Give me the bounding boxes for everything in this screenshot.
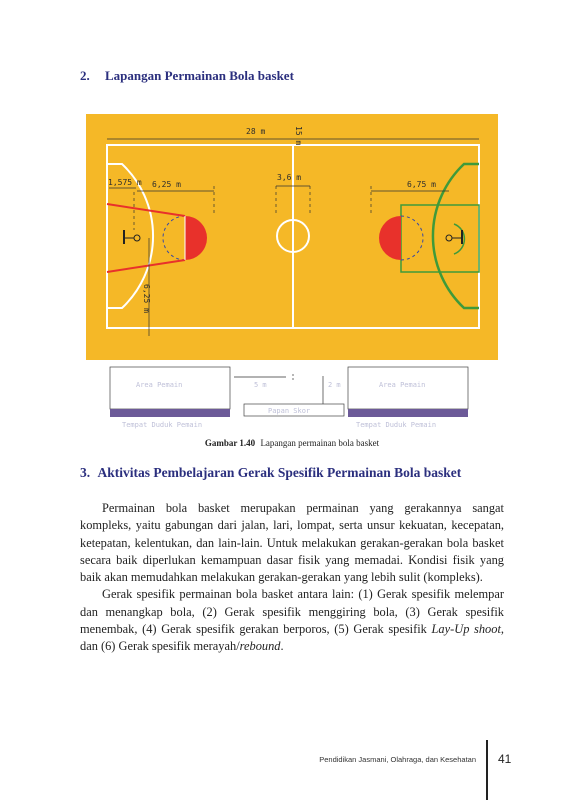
scoreboard-box [243,403,345,417]
paragraph-2-rebound: rebound [239,639,281,654]
dim-625m-vert-label: 6,25 m [142,284,151,313]
footer-book-title: Pendidikan Jasmani, Olahraga, dan Keseha… [319,755,476,764]
paragraph-2-main: Gerak spesifik permainan bola basket ant… [80,587,504,637]
paragraph-1: Permainan bola basket merupakan permaina… [80,501,504,585]
area-left-label: Area Pemain [136,381,182,389]
paragraph-2-layup: Lay-Up shoot [431,622,501,637]
dim-1575m-label: 1,575 m [108,178,142,187]
section2-number: 2. [80,68,90,83]
paragraph-2-mid: , dan (6) Gerak spesifik merayah/ [80,622,504,654]
footer-divider [486,740,488,800]
left-free-throw-dashed [162,215,186,261]
right-no-charge-arc [453,223,466,255]
right-free-throw-circle [379,216,401,260]
scoreboard-label: Papan Skor [268,407,310,415]
area-right-box [347,366,469,410]
right-free-throw-dashed [400,215,424,261]
center-circle [276,219,310,253]
left-lane-top [106,203,186,217]
basketball-court-diagram: 28 m 15 m 3,6 m 1,575 m 6,25 m 6,75 m 6,… [86,114,498,429]
dim-36m-label: 3,6 m [277,173,301,182]
left-three-point-line [107,163,155,309]
section2-heading: 2. Lapangan Permainan Bola basket [80,68,294,84]
section3-number: 3. [80,465,91,480]
right-three-point-line [431,162,479,310]
left-free-throw-circle [185,216,207,260]
right-hoop [445,234,453,242]
bench-right [348,409,468,417]
area-left-box [109,366,231,410]
area-right-label: Area Pemain [379,381,425,389]
bench-right-label: Tempat Duduk Pemain [356,421,436,429]
dim-625m-top-label: 6,25 m [152,180,181,189]
left-lane-bottom [106,259,186,273]
section3-heading: 3. Aktivitas Pembelajaran Gerak Spesifik… [80,465,461,481]
paragraph-2-end: . [280,639,284,654]
figure-caption: Gambar 1.40 Lapangan permainan bola bask… [86,438,498,448]
gap-2m-label: 2 m [328,381,341,389]
paragraph-2: Gerak spesifik permainan bola basket ant… [80,586,504,655]
left-hoop [133,234,141,242]
section3-title: Aktivitas Pembelajaran Gerak Spesifik Pe… [97,465,462,480]
gap-5m-label: 5 m [254,381,267,389]
body-text: Permainan bola basket merupakan permaina… [80,500,504,656]
page-number: 41 [498,752,512,766]
figure-caption-text: Lapangan permainan bola basket [260,438,380,448]
dim-675m-label: 6,75 m [407,180,436,189]
bench-left [110,409,230,417]
figure-label: Gambar 1.40 [204,438,256,448]
dim-28m-label: 28 m [246,127,265,136]
bench-left-label: Tempat Duduk Pemain [122,421,202,429]
section2-title: Lapangan Permainan Bola basket [105,68,294,83]
dim-15m-label: 15 m [294,126,303,145]
